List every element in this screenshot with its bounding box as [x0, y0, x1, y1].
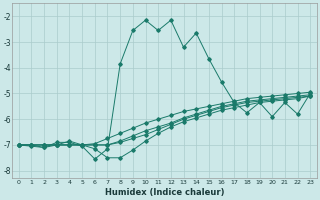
- X-axis label: Humidex (Indice chaleur): Humidex (Indice chaleur): [105, 188, 224, 197]
